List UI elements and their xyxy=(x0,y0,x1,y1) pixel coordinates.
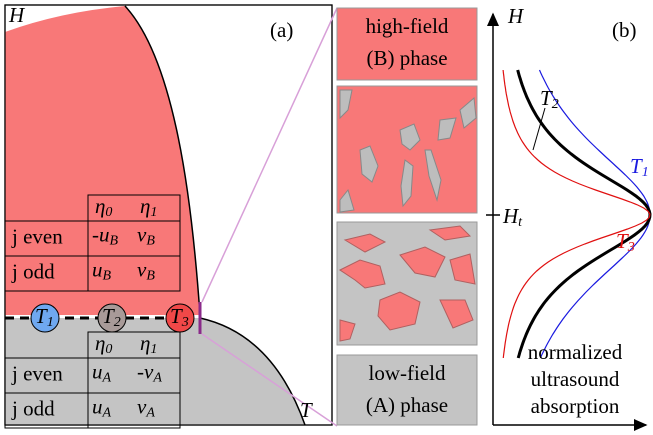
curve-label: T1 xyxy=(630,154,649,180)
text-base: η xyxy=(140,331,150,355)
text-base: η xyxy=(95,331,105,355)
text-sub: 2 xyxy=(114,315,121,330)
absorption-curve xyxy=(503,70,650,358)
text-sub: 1 xyxy=(47,315,54,330)
text-base: u xyxy=(92,257,103,281)
text-base: -v xyxy=(137,359,154,383)
y-axis-label: H xyxy=(8,3,26,27)
row-label: j even xyxy=(11,361,63,385)
row-label: j odd xyxy=(11,259,55,283)
text-sub: 3 xyxy=(181,315,189,330)
text-sub: 0 xyxy=(105,205,112,220)
absorption-curve xyxy=(540,70,651,358)
text-sub: 3 xyxy=(627,240,635,255)
phase-label: low-field xyxy=(369,361,446,385)
text-sub: B xyxy=(146,269,155,284)
row-label: j even xyxy=(11,224,63,248)
text-base: u xyxy=(92,394,103,418)
caption: ultrasound xyxy=(531,367,620,391)
text-sub: 1 xyxy=(150,342,157,357)
text-sub: 2 xyxy=(552,97,559,112)
caption: normalized xyxy=(528,340,623,364)
text-base: η xyxy=(140,194,150,218)
panel-label: (a) xyxy=(270,18,293,42)
text-base: η xyxy=(95,194,105,218)
text-sub: B xyxy=(110,234,119,249)
text-sub: A xyxy=(145,406,155,421)
text-sub: B xyxy=(146,234,155,249)
text-sub: A xyxy=(102,371,112,386)
caption: absorption xyxy=(531,394,620,418)
text-sub: A xyxy=(152,371,162,386)
text-base: u xyxy=(92,359,103,383)
curve-label: T3 xyxy=(616,229,635,255)
phase-label: high-field xyxy=(366,14,449,38)
text-base: -u xyxy=(92,222,110,246)
text-sub: 1 xyxy=(642,165,649,180)
text-sub: 1 xyxy=(150,205,157,220)
text-sub: A xyxy=(102,406,112,421)
row-label: j odd xyxy=(11,396,55,420)
panel-label: (b) xyxy=(612,18,637,42)
y-axis-label: H xyxy=(507,4,525,28)
figure: H(a)TT1T2T3η0η1j even-uBvBj odduBvBη0η1j… xyxy=(0,0,653,435)
x-axis-label: T xyxy=(300,398,313,422)
text-sub: t xyxy=(518,215,523,230)
phase-label: (A) phase xyxy=(366,393,448,417)
tick-label: Ht xyxy=(502,204,523,230)
absorption-curve xyxy=(518,70,650,358)
curve-label: T2 xyxy=(540,86,559,112)
text-sub: B xyxy=(103,269,112,284)
phase-label: (B) phase xyxy=(366,46,447,70)
text-sub: 0 xyxy=(105,342,112,357)
